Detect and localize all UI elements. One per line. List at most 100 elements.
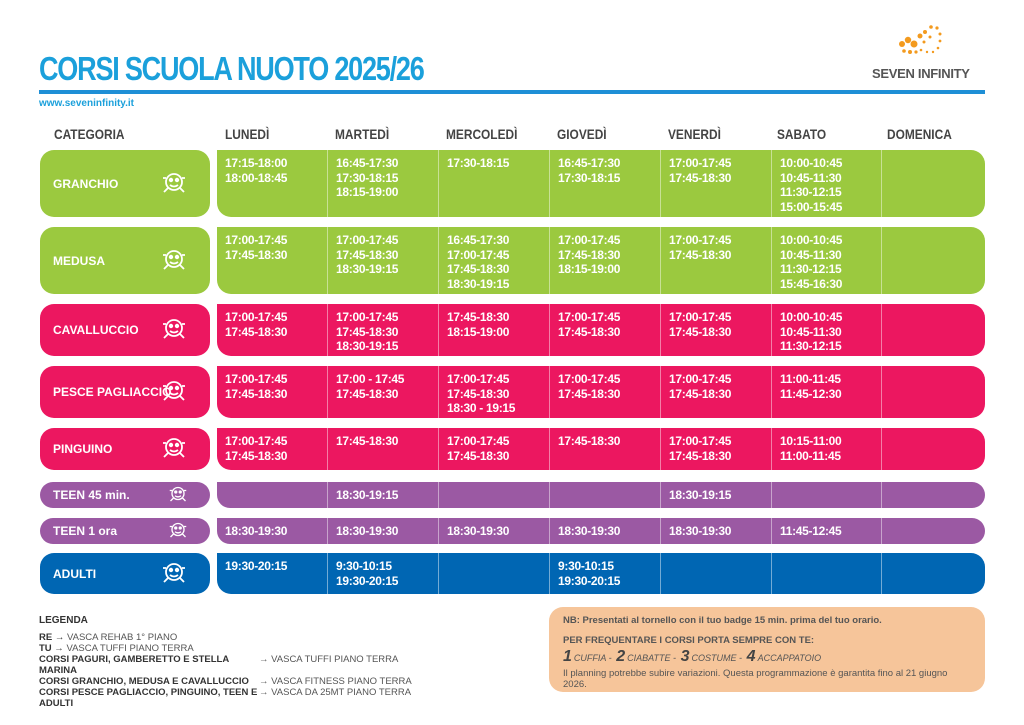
schedule-cell-domenica [882, 553, 985, 594]
legend-pool: CORSI PAGURI, GAMBERETTO E STELLA MARINA… [39, 654, 399, 676]
legend-key: TU → [39, 643, 64, 654]
penguin-icon [158, 433, 190, 465]
schedule-row: 17:15-18:00 18:00-18:45 16:45-17:30 17:30… [217, 150, 985, 217]
schedule-cell-mercoledi: 18:30-19:30 [439, 518, 550, 544]
schedule-cell-martedi: 17:00-17:45 17:45-18:30 18:30-19:15 [328, 304, 439, 356]
schedule-row: 17:00-17:45 17:45-18:30 17:00-17:45 17:45… [217, 304, 985, 356]
category-pesce-pagliaccio: PESCE PAGLIACCIO [40, 366, 210, 418]
header-sabato: SABATO [777, 126, 827, 142]
schedule-cell-martedi: 17:00 - 17:45 17:45-18:30 [328, 366, 439, 418]
category-teen-1-ora: TEEN 1 ora [40, 518, 210, 544]
header-giovedi: GIOVEDÌ [557, 126, 607, 142]
schedule-row: 18:30-19:15 18:30-19:15 [217, 482, 985, 508]
category-label: ADULTI [53, 566, 97, 581]
schedule-cell-mercoledi: 16:45-17:30 17:00-17:45 17:45-18:30 18:3… [439, 227, 550, 294]
adults-icon [158, 558, 190, 590]
schedule-cell-mercoledi: 17:00-17:45 17:45-18:30 [439, 428, 550, 470]
schedule-cell-sabato: 10:00-10:45 10:45-11:30 11:30-12:15 15:4… [772, 227, 882, 294]
legend-item: RE → VASCA REHAB 1° PIANO [39, 632, 412, 643]
header-martedi: MARTEDÌ [335, 126, 390, 142]
cap-icon [166, 519, 190, 543]
schedule-cell-domenica [882, 518, 985, 544]
schedule-cell-martedi: 16:45-17:30 17:30-18:15 18:15-19:00 [328, 150, 439, 217]
schedule-cell-domenica [882, 482, 985, 508]
schedule-cell-giovedi: 9:30-10:15 19:30-20:15 [550, 553, 661, 594]
schedule-cell-sabato [772, 553, 882, 594]
schedule-cell-sabato: 10:00-10:45 10:45-11:30 11:30-12:15 [772, 304, 882, 356]
header-mercoledi: MERCOLEDÌ [446, 126, 518, 142]
schedule-cell-venerdi: 18:30-19:30 [661, 518, 772, 544]
page-title: CORSI SCUOLA NUOTO 2025/26 [39, 50, 425, 87]
legend-pool: CORSI GRANCHIO, MEDUSA E CAVALLUCCIO → VA… [39, 676, 412, 687]
seahorse-icon [158, 314, 190, 346]
schedule-cell-giovedi: 17:00-17:45 17:45-18:30 18:15-19:00 [550, 227, 661, 294]
category-label: CAVALLUCCIO [53, 323, 139, 337]
category-label: PINGUINO [53, 442, 113, 456]
category-label: TEEN 1 ora [53, 524, 118, 538]
schedule-row: 19:30-20:15 9:30-10:15 19:30-20:15 9:30-10… [217, 553, 985, 594]
category-label: MEDUSA [53, 253, 106, 268]
schedule-cell-martedi: 17:45-18:30 [328, 428, 439, 470]
schedule-row: 17:00-17:45 17:45-18:30 17:45-18:30 17:00-… [217, 428, 985, 470]
cap-icon [166, 483, 190, 507]
schedule-cell-giovedi: 17:45-18:30 [550, 428, 661, 470]
schedule-cell-domenica [882, 150, 985, 217]
category-medusa: MEDUSA [40, 227, 210, 294]
schedule-cell-mercoledi: 17:00-17:45 17:45-18:30 18:30 - 19:15 [439, 366, 550, 418]
seven-infinity-logo-icon [899, 25, 942, 54]
legend-value: VASCA REHAB 1° PIANO [66, 632, 178, 643]
schedule-cell-lunedi: 17:00-17:45 17:45-18:30 [217, 304, 328, 356]
jellyfish-icon [158, 245, 190, 277]
category-label: GRANCHIO [53, 176, 119, 191]
schedule-cell-lunedi: 19:30-20:15 [217, 553, 328, 594]
crab-icon [158, 168, 190, 200]
schedule-cell-lunedi: 17:00-17:45 17:45-18:30 [217, 227, 328, 294]
legend-pool: CORSI PESCE PAGLIACCIO, PINGUINO, TEEN E… [39, 687, 412, 709]
schedule-cell-venerdi: 17:00-17:45 17:45-18:30 [661, 304, 772, 356]
schedule-cell-lunedi: 17:00-17:45 17:45-18:30 [217, 366, 328, 418]
schedule-cell-giovedi: 18:30-19:30 [550, 518, 661, 544]
schedule-cell-martedi: 18:30-19:30 [328, 518, 439, 544]
schedule-row: 17:00-17:45 17:45-18:30 17:00-17:45 17:45… [217, 227, 985, 294]
header-lunedi: LUNEDÌ [225, 126, 270, 142]
schedule-row: 17:00-17:45 17:45-18:30 17:00 - 17:45 17:… [217, 366, 985, 418]
legend-value: VASCA TUFFI PIANO TERRA [66, 643, 194, 654]
website-link[interactable]: www.seveninfinity.it [39, 98, 135, 109]
schedule-cell-martedi: 17:00-17:45 17:45-18:30 18:30-19:15 [328, 227, 439, 294]
schedule-cell-venerdi: 18:30-19:15 [661, 482, 772, 508]
schedule-cell-giovedi [550, 482, 661, 508]
schedule-cell-martedi: 18:30-19:15 [328, 482, 439, 508]
schedule-cell-venerdi: 17:00-17:45 17:45-18:30 [661, 227, 772, 294]
schedule-cell-lunedi [217, 482, 328, 508]
header-venerdi: VENERDÌ [668, 126, 721, 142]
legend-key: RE → [39, 632, 65, 643]
schedule-cell-sabato: 11:45-12:45 [772, 518, 882, 544]
bring-list: 1 CUFFIA - 2 CIABATTE - 3 COSTUME - 4 ACCAPP… [563, 648, 822, 665]
schedule-cell-sabato: 10:15-11:00 11:00-11:45 [772, 428, 882, 470]
schedule-cell-sabato: 11:00-11:45 11:45-12:30 [772, 366, 882, 418]
schedule-cell-mercoledi: 17:45-18:30 18:15-19:00 [439, 304, 550, 356]
notes-box: NB: Presentati al tornello con il tuo ba… [549, 607, 985, 692]
schedule-cell-lunedi: 18:30-19:30 [217, 518, 328, 544]
schedule-cell-giovedi: 16:45-17:30 17:30-18:15 [550, 150, 661, 217]
schedule-cell-venerdi [661, 553, 772, 594]
clownfish-icon [158, 376, 190, 408]
legend-item: TU → VASCA TUFFI PIANO TERRA [39, 643, 412, 654]
category-adulti: ADULTI [40, 553, 210, 594]
schedule-cell-giovedi: 17:00-17:45 17:45-18:30 [550, 304, 661, 356]
category-pinguino: PINGUINO [40, 428, 210, 470]
schedule-cell-lunedi: 17:00-17:45 17:45-18:30 [217, 428, 328, 470]
schedule-cell-venerdi: 17:00-17:45 17:45-18:30 [661, 428, 772, 470]
legend-title: LEGENDA [39, 615, 88, 626]
schedule-cell-sabato [772, 482, 882, 508]
legend: LEGENDA RE → VASCA REHAB 1° PIANO TU → V… [39, 615, 412, 709]
nb-note: NB: Presentati al tornello con il tuo ba… [563, 615, 882, 626]
schedule-cell-venerdi: 17:00-17:45 17:45-18:30 [661, 366, 772, 418]
disclaimer: Il planning potrebbe subire variazioni. … [563, 668, 948, 690]
schedule-cell-giovedi: 17:00-17:45 17:45-18:30 [550, 366, 661, 418]
category-cavalluccio: CAVALLUCCIO [40, 304, 210, 356]
logo-text: SEVEN INFINITY [872, 66, 970, 81]
header-domenica: DOMENICA [887, 126, 952, 142]
schedule-cell-domenica [882, 428, 985, 470]
schedule-cell-mercoledi: 17:30-18:15 [439, 150, 550, 217]
